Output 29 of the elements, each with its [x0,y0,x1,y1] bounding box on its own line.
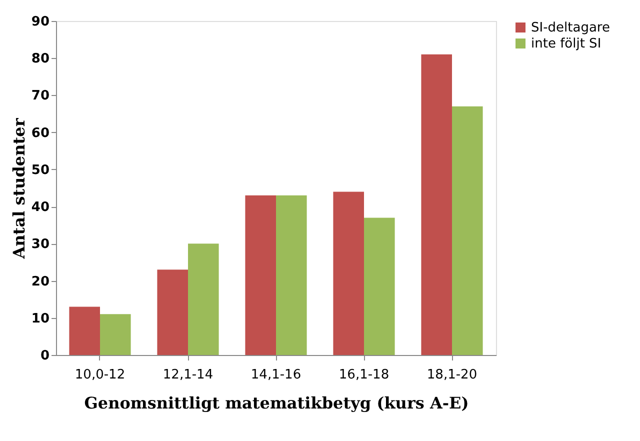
bar [188,244,219,355]
y-tick-label: 90 [31,14,50,30]
bar [276,195,307,355]
y-tick-label: 30 [31,237,50,252]
bar [452,106,483,355]
legend-label: inte följt SI [531,36,602,52]
x-tick-label: 16,1-18 [338,368,390,382]
bar [157,270,188,355]
bar [100,314,131,355]
y-tick-label: 60 [31,126,50,141]
bar [245,195,276,355]
x-tick-label: 18,1-20 [426,368,478,382]
y-axis-title: Antal studenter [9,118,28,260]
y-tick-label: 70 [31,88,50,104]
y-tick-label: 10 [31,311,50,326]
y-tick-label: 80 [31,52,50,67]
y-tick-label: 20 [31,274,50,290]
y-tick-label: 40 [31,200,50,216]
y-tick-label: 50 [31,162,50,178]
bar [333,192,364,355]
y-tick-label: 0 [40,348,50,364]
legend-label: SI-deltagare [531,20,610,36]
bar [364,218,395,355]
x-axis-title: Genomsnittligt matematikbetyg (kurs A-E) [84,394,469,412]
bar [69,306,100,355]
x-tick-label: 10,0-12 [74,368,126,382]
x-tick-label: 14,1-16 [250,368,302,382]
bar [421,54,452,355]
x-tick-label: 12,1-14 [162,368,214,382]
